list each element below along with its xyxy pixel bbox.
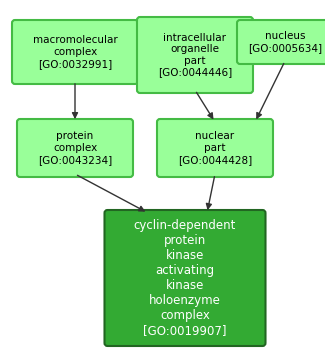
FancyBboxPatch shape	[157, 119, 273, 177]
FancyBboxPatch shape	[137, 17, 253, 93]
Text: nucleus
[GO:0005634]: nucleus [GO:0005634]	[248, 31, 322, 53]
FancyBboxPatch shape	[17, 119, 133, 177]
Text: protein
complex
[GO:0043234]: protein complex [GO:0043234]	[38, 132, 112, 165]
FancyBboxPatch shape	[105, 210, 266, 346]
Text: macromolecular
complex
[GO:0032991]: macromolecular complex [GO:0032991]	[32, 35, 117, 69]
Text: intracellular
organelle
part
[GO:0044446]: intracellular organelle part [GO:0044446…	[158, 33, 232, 77]
FancyBboxPatch shape	[12, 20, 138, 84]
FancyBboxPatch shape	[237, 20, 325, 64]
Text: nuclear
part
[GO:0044428]: nuclear part [GO:0044428]	[178, 132, 252, 165]
Text: cyclin-dependent
protein
kinase
activating
kinase
holoenzyme
complex
[GO:0019907: cyclin-dependent protein kinase activati…	[134, 219, 236, 337]
